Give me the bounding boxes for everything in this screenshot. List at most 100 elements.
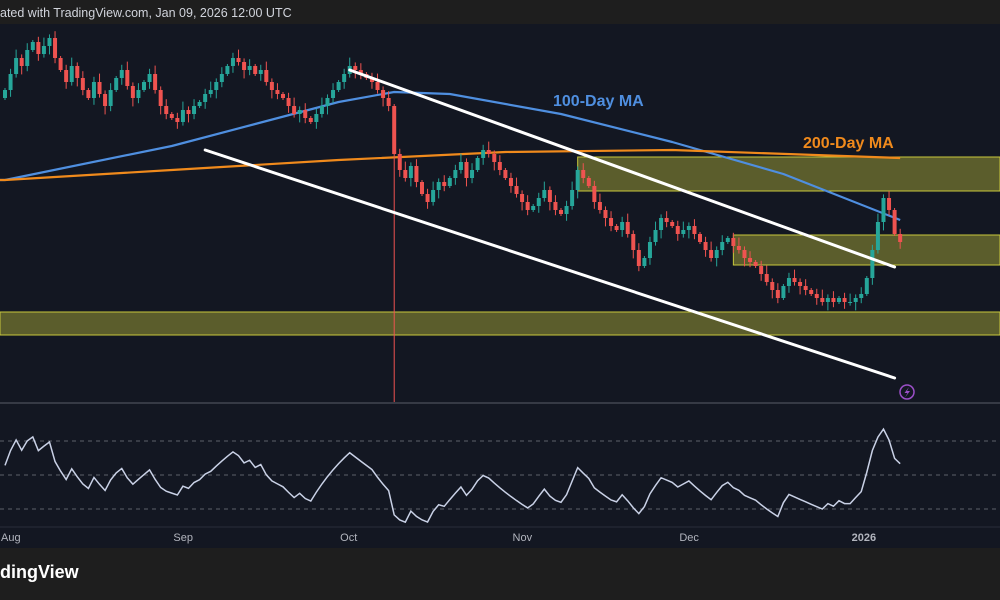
candle[interactable] [186,106,191,123]
candle[interactable] [892,208,897,236]
candle[interactable] [230,52,235,73]
candle[interactable] [497,155,502,176]
candle[interactable] [559,208,563,216]
candle[interactable] [859,287,864,304]
candle[interactable] [898,228,903,249]
candle[interactable] [30,40,35,52]
candle[interactable] [342,68,347,89]
candle[interactable] [80,71,85,96]
candle[interactable] [792,269,797,286]
candle[interactable] [692,219,697,240]
candle[interactable] [642,256,647,268]
candle[interactable] [675,220,680,241]
candle[interactable] [153,65,158,94]
candle[interactable] [753,260,758,268]
candle[interactable] [714,246,719,267]
candle[interactable] [358,63,363,80]
candle[interactable] [575,166,580,199]
candle[interactable] [887,191,892,216]
candle[interactable] [653,221,658,246]
candle[interactable] [47,34,52,55]
candle[interactable] [837,296,841,304]
candle[interactable] [853,294,858,311]
candle[interactable] [125,61,130,90]
rsi-line[interactable] [4,427,901,524]
candle[interactable] [464,158,469,187]
candle[interactable] [369,72,374,89]
candle[interactable] [375,73,380,94]
candle[interactable] [75,62,80,87]
candle[interactable] [620,216,625,237]
candle[interactable] [748,251,753,268]
candle[interactable] [514,177,519,198]
candle[interactable] [614,224,619,232]
candle[interactable] [520,190,525,211]
channel-upper-trendline[interactable] [348,68,897,269]
candle[interactable] [764,265,769,286]
candle[interactable] [709,241,714,262]
candle[interactable] [870,244,875,285]
support-zone[interactable] [0,311,1000,336]
candle[interactable] [681,221,686,238]
candle[interactable] [553,195,558,216]
candle[interactable] [470,163,475,184]
ma100-line[interactable] [0,90,901,222]
candle[interactable] [53,31,58,64]
candle[interactable] [698,232,702,244]
candle[interactable] [103,90,108,115]
candle[interactable] [325,94,330,115]
candle[interactable] [130,82,135,107]
candle[interactable] [3,88,7,100]
candle[interactable] [597,193,602,214]
candle[interactable] [397,148,402,177]
candle[interactable] [420,180,424,196]
candle[interactable] [570,181,575,210]
candle[interactable] [803,279,808,296]
candle[interactable] [536,192,541,213]
candle[interactable] [781,284,786,300]
candle[interactable] [297,106,302,123]
candle[interactable] [547,186,552,211]
ma200-line[interactable] [0,148,901,182]
candle[interactable] [214,78,219,99]
candle[interactable] [814,288,819,305]
candle[interactable] [175,112,180,129]
candle[interactable] [592,180,597,209]
candle[interactable] [108,83,113,112]
candle[interactable] [875,213,880,254]
candle[interactable] [381,86,386,107]
candle[interactable] [447,176,452,188]
candle[interactable] [670,220,675,228]
candle[interactable] [64,64,69,89]
candle[interactable] [41,37,46,58]
candle[interactable] [664,211,669,228]
candle[interactable] [603,206,608,227]
candle[interactable] [625,213,630,238]
candle[interactable] [631,230,636,259]
candle[interactable] [731,232,736,253]
candle[interactable] [425,188,430,209]
candle[interactable] [581,163,586,184]
candle[interactable] [247,59,252,76]
candle[interactable] [508,172,513,193]
candle[interactable] [164,99,169,120]
candle[interactable] [848,293,853,306]
candle[interactable] [275,83,280,100]
candle[interactable] [353,62,358,79]
candle[interactable] [308,116,313,124]
candle[interactable] [775,283,780,304]
candle[interactable] [720,235,725,256]
candle[interactable] [842,292,847,309]
candle[interactable] [609,211,614,232]
candle[interactable] [820,289,825,306]
candle[interactable] [336,80,341,92]
channel-lower-trendline[interactable] [203,148,897,380]
candle[interactable] [69,57,74,86]
candle[interactable] [725,236,730,244]
candle[interactable] [431,181,436,206]
candle[interactable] [292,97,297,118]
candle[interactable] [759,260,764,281]
candle[interactable] [303,103,308,124]
candle[interactable] [58,56,63,72]
